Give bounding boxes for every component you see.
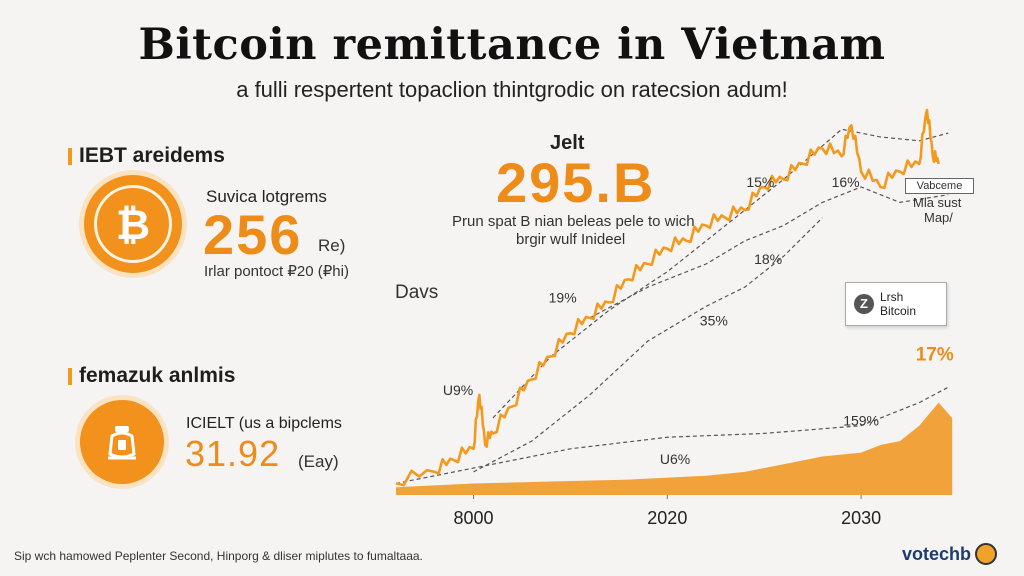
- section-heading-2: femazuk anlmis: [68, 364, 235, 388]
- trend-line-3: [473, 217, 823, 473]
- data-label: 35%: [700, 313, 728, 329]
- brand-icon: [975, 543, 998, 565]
- section-heading-1-text: IEBT areidems: [79, 144, 225, 167]
- money-bag-glyph: [108, 426, 136, 460]
- bitcoin-glyph: ₿: [94, 185, 172, 263]
- data-label: 15%: [746, 174, 774, 190]
- data-label: 16%: [832, 174, 860, 190]
- data-label: U9%: [443, 382, 473, 398]
- stat-1-label: Suvica lotgrems: [206, 187, 327, 206]
- days-label: Davs: [395, 282, 439, 303]
- stat-1-value: 256: [203, 203, 303, 266]
- data-label: 19%: [549, 290, 577, 306]
- x-tick-label: 8000: [453, 508, 493, 528]
- bitcoin-icon: ₿: [84, 175, 182, 273]
- bitcoin-badge: Z Lrsh Bitcoin: [845, 282, 947, 326]
- data-label: 18%: [754, 251, 782, 267]
- area-series: [396, 402, 953, 495]
- section-heading-2-text: femazuk anlmis: [79, 364, 236, 387]
- page-title: Bitcoin remittance in Vietnam: [138, 20, 886, 70]
- stat-1-note: Irlar pontoct ₽20 (₽hi): [204, 263, 349, 280]
- trend-line-4: [395, 386, 949, 485]
- stat-2-label: ICIELT (us a bipclems: [186, 415, 342, 432]
- legend-line-2: Mla sust: [913, 195, 962, 210]
- section-heading-1: IEBT areidems: [68, 144, 225, 168]
- center-value: 295.B: [496, 151, 656, 214]
- legend-line-3: Map/: [924, 210, 953, 225]
- money-bag-icon: [80, 400, 164, 484]
- legend-box: Vabceme: [905, 178, 974, 194]
- center-desc-1: Prun spat B nian beleas pele to wich: [452, 213, 695, 230]
- x-tick-label: 2020: [647, 508, 687, 528]
- zcoin-icon: Z: [854, 294, 874, 314]
- stat-2-unit: (Eay): [298, 452, 339, 471]
- stat-2-value: 31.92: [185, 433, 281, 474]
- accent-bar: [68, 147, 72, 165]
- page-subtitle: a fulli respertent topaclion thintgrodic…: [236, 77, 788, 102]
- footer-text: Sip wch hamowed Peplenter Second, Hinpor…: [14, 549, 423, 563]
- accent-bar: [68, 367, 72, 385]
- badge-line-1: Lrsh: [880, 290, 904, 304]
- badge-text: Lrsh Bitcoin: [880, 290, 916, 318]
- data-label: 17%: [916, 344, 954, 365]
- x-tick-label: 2030: [841, 508, 881, 528]
- badge-line-2: Bitcoin: [880, 304, 917, 318]
- brand-logo[interactable]: votechb: [902, 543, 998, 565]
- center-desc-2: brgir wulf Inideel: [516, 231, 626, 248]
- brand-name: votechb: [902, 543, 972, 564]
- data-label: 159%: [843, 413, 879, 429]
- data-label: U6%: [660, 451, 690, 467]
- stat-1-unit: Re): [318, 236, 346, 255]
